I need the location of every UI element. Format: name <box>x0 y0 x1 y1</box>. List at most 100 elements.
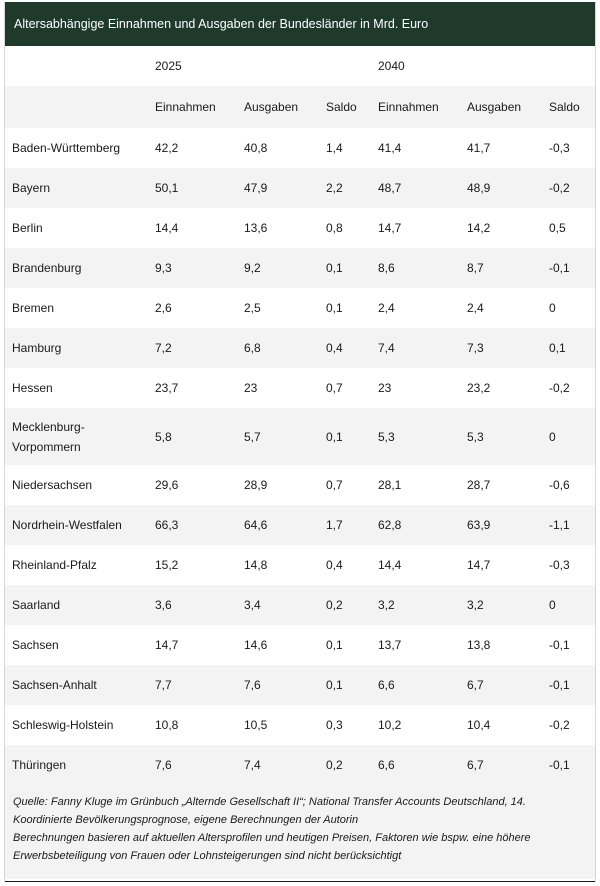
saldo-2040-cell: 0,1 <box>549 341 566 355</box>
saldo-2040-cell: 0 <box>549 301 556 315</box>
source-note-line-3: Berechnungen basieren auf aktuellen Alte… <box>13 832 531 844</box>
year-2040-label: 2040 <box>378 59 405 73</box>
saldo-2040-cell: -1,1 <box>549 518 570 532</box>
saldo-2040-cell: -0,1 <box>549 261 570 275</box>
ausgaben-2040-cell: 2,4 <box>467 301 484 315</box>
einnahmen-2040-cell: 62,8 <box>378 518 402 532</box>
table-body: 2025 2040 Einnahmen Ausgaben Saldo Einna… <box>5 46 595 785</box>
ausgaben-2040-cell: 3,2 <box>467 598 484 612</box>
einnahmen-2040-cell: 6,6 <box>378 678 395 692</box>
land-name: Mecklenburg- Vorpommern <box>5 408 155 465</box>
einnahmen-2040-cell: 14,7 <box>378 221 402 235</box>
table-card: Altersabhängige Einnahmen und Ausgaben d… <box>4 2 596 882</box>
ausgaben-2025-cell: 10,5 <box>244 718 268 732</box>
ausgaben-2025-cell: 28,9 <box>244 478 268 492</box>
ausgaben-2025-cell: 40,8 <box>244 141 268 155</box>
ausgaben-2025-cell: 7,4 <box>244 758 261 772</box>
land-name: Sachsen-Anhalt <box>12 678 97 692</box>
land-name: Niedersachsen <box>12 478 93 492</box>
ausgaben-2025-cell: 9,2 <box>244 261 261 275</box>
land-name: Sachsen <box>12 638 59 652</box>
einnahmen-2025-cell: 5,8 <box>155 429 172 444</box>
column-header-saldo-2025: Saldo <box>326 100 357 114</box>
ausgaben-2040-cell: 8,7 <box>467 261 484 275</box>
einnahmen-2040-cell: 23 <box>378 381 392 395</box>
ausgaben-2040-cell: 48,9 <box>467 181 491 195</box>
land-name: Hamburg <box>12 341 62 355</box>
column-header-row: Einnahmen Ausgaben Saldo Einnahmen Ausga… <box>5 86 595 128</box>
table-row: Sachsen-Anhalt 7,7 7,6 0,1 6,6 6,7 -0,1 <box>5 665 595 705</box>
ausgaben-2025-cell: 5,7 <box>244 429 261 444</box>
einnahmen-2040-cell: 13,7 <box>378 638 402 652</box>
ausgaben-2025-cell: 13,6 <box>244 221 268 235</box>
table-row: Mecklenburg- Vorpommern 5,8 5,7 0,1 5,3 5… <box>5 408 595 465</box>
saldo-2040-cell: 0 <box>549 598 556 612</box>
ausgaben-2025-cell: 3,4 <box>244 598 261 612</box>
saldo-2040-cell: 0,5 <box>549 221 566 235</box>
einnahmen-2025-cell: 7,2 <box>155 341 172 355</box>
land-name: Brandenburg <box>12 261 82 275</box>
table-row: Hamburg 7,2 6,8 0,4 7,4 7,3 0,1 <box>5 328 595 368</box>
column-header-ausgaben-2025: Ausgaben <box>244 100 299 114</box>
land-name-line-2: Vorpommern <box>12 439 81 454</box>
table-row: Bremen 2,6 2,5 0,1 2,4 2,4 0 <box>5 288 595 328</box>
land-name: Schleswig-Holstein <box>12 718 114 732</box>
einnahmen-2025-cell: 7,6 <box>155 758 172 772</box>
ausgaben-2025-cell: 23 <box>244 381 258 395</box>
saldo-2040-cell: -0,2 <box>549 381 570 395</box>
table-row: Saarland 3,6 3,4 0,2 3,2 3,2 0 <box>5 585 595 625</box>
ausgaben-2025-cell: 14,6 <box>244 638 268 652</box>
land-name: Saarland <box>12 598 61 612</box>
source-note-line-4: Erwerbsbeteiligung von Frauen oder Lohns… <box>13 850 402 862</box>
saldo-2025-cell: 0,1 <box>326 638 343 652</box>
saldo-2040-cell: -0,2 <box>549 718 570 732</box>
column-header-einnahmen-2040: Einnahmen <box>378 100 439 114</box>
einnahmen-2040-cell: 2,4 <box>378 301 395 315</box>
saldo-2025-cell: 2,2 <box>326 181 343 195</box>
saldo-2040-cell: 0 <box>549 429 556 444</box>
saldo-2025-cell: 0,1 <box>326 678 343 692</box>
saldo-2040-cell: -0,3 <box>549 558 570 572</box>
table-row: Nordrhein-Westfalen 66,3 64,6 1,7 62,8 6… <box>5 505 595 545</box>
source-note: Quelle: Fanny Kluge im Grünbuch „Alternd… <box>5 785 595 879</box>
einnahmen-2025-cell: 10,8 <box>155 718 179 732</box>
column-header-saldo-2040: Saldo <box>549 100 580 114</box>
einnahmen-2025-cell: 14,4 <box>155 221 179 235</box>
year-header-row: 2025 2040 <box>5 46 595 86</box>
saldo-2040-cell: -0,6 <box>549 478 570 492</box>
saldo-2025-cell: 0,4 <box>326 341 343 355</box>
saldo-2025-cell: 0,1 <box>326 429 343 444</box>
table-row: Schleswig-Holstein 10,8 10,5 0,3 10,2 10… <box>5 705 595 745</box>
ausgaben-2025-cell: 47,9 <box>244 181 268 195</box>
data-table: 2025 2040 Einnahmen Ausgaben Saldo Einna… <box>5 46 595 785</box>
ausgaben-2040-cell: 7,3 <box>467 341 484 355</box>
saldo-2025-cell: 0,2 <box>326 598 343 612</box>
ausgaben-2040-cell: 10,4 <box>467 718 491 732</box>
table-row: Thüringen 7,6 7,4 0,2 6,6 6,7 -0,1 <box>5 745 595 785</box>
einnahmen-2040-cell: 41,4 <box>378 141 402 155</box>
saldo-2025-cell: 0,1 <box>326 261 343 275</box>
einnahmen-2040-cell: 14,4 <box>378 558 402 572</box>
land-name: Nordrhein-Westfalen <box>12 518 122 532</box>
column-header-einnahmen-2025: Einnahmen <box>155 100 216 114</box>
ausgaben-2040-cell: 6,7 <box>467 678 484 692</box>
ausgaben-2025-cell: 6,8 <box>244 341 261 355</box>
ausgaben-2040-cell: 5,3 <box>467 429 484 444</box>
land-name: Rheinland-Pfalz <box>12 558 97 572</box>
ausgaben-2040-cell: 28,7 <box>467 478 491 492</box>
bottom-divider <box>5 881 595 882</box>
einnahmen-2040-cell: 48,7 <box>378 181 402 195</box>
ausgaben-2040-cell: 41,7 <box>467 141 491 155</box>
ausgaben-2040-cell: 14,2 <box>467 221 491 235</box>
einnahmen-2025-cell: 9,3 <box>155 261 172 275</box>
einnahmen-2025-cell: 42,2 <box>155 141 179 155</box>
einnahmen-2025-cell: 23,7 <box>155 381 179 395</box>
einnahmen-2040-cell: 7,4 <box>378 341 395 355</box>
land-name: Berlin <box>12 221 43 235</box>
table-row: Berlin 14,4 13,6 0,8 14,7 14,2 0,5 <box>5 208 595 248</box>
einnahmen-2025-cell: 29,6 <box>155 478 179 492</box>
table-row: Rheinland-Pfalz 15,2 14,8 0,4 14,4 14,7 … <box>5 545 595 585</box>
table-row: Bayern 50,1 47,9 2,2 48,7 48,9 -0,2 <box>5 168 595 208</box>
ausgaben-2040-cell: 23,2 <box>467 381 491 395</box>
ausgaben-2025-cell: 7,6 <box>244 678 261 692</box>
